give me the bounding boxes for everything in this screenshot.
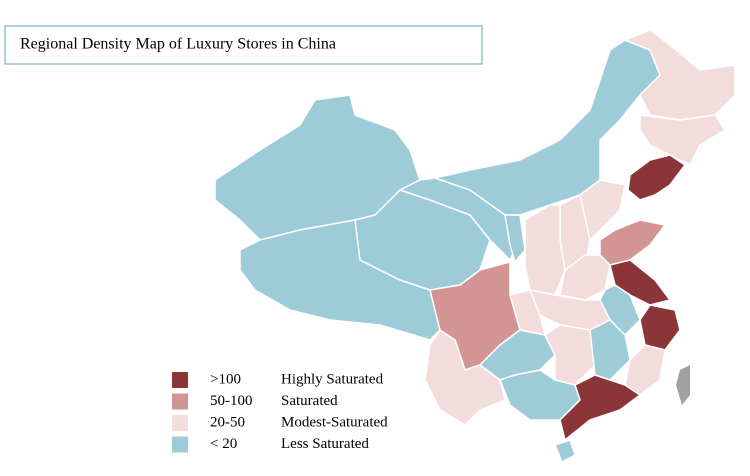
region: [639, 114, 726, 166]
china-map: [214, 29, 736, 463]
region: [544, 324, 596, 386]
region: [504, 214, 526, 263]
region: [524, 204, 566, 296]
legend-label: Saturated: [281, 393, 338, 409]
region: [554, 439, 576, 463]
region: [639, 304, 681, 351]
region: [424, 329, 506, 426]
legend-range: < 20: [210, 436, 237, 452]
legend-range: >100: [210, 371, 241, 387]
island: [676, 365, 690, 405]
legend-swatch: [172, 415, 188, 431]
legend: >100 Highly Saturated 50-100 Saturated 20-50…: [172, 371, 388, 453]
title: Regional Density Map of Luxury Stores in…: [20, 36, 336, 53]
legend-label: Highly Saturated: [281, 371, 384, 387]
region: [599, 219, 666, 266]
region: [627, 154, 686, 201]
legend-label: Modest-Saturated: [281, 414, 388, 430]
legend-swatch: [172, 393, 188, 410]
legend-swatch: [172, 436, 188, 453]
legend-swatch: [172, 372, 188, 388]
legend-label: Less Saturated: [281, 436, 369, 452]
region: [354, 189, 491, 291]
region: [624, 344, 666, 396]
region: [559, 374, 641, 441]
region: [434, 39, 661, 216]
legend-range: 50-100: [210, 393, 253, 409]
legend-range: 20-50: [210, 414, 245, 430]
title-box: [4, 25, 483, 65]
